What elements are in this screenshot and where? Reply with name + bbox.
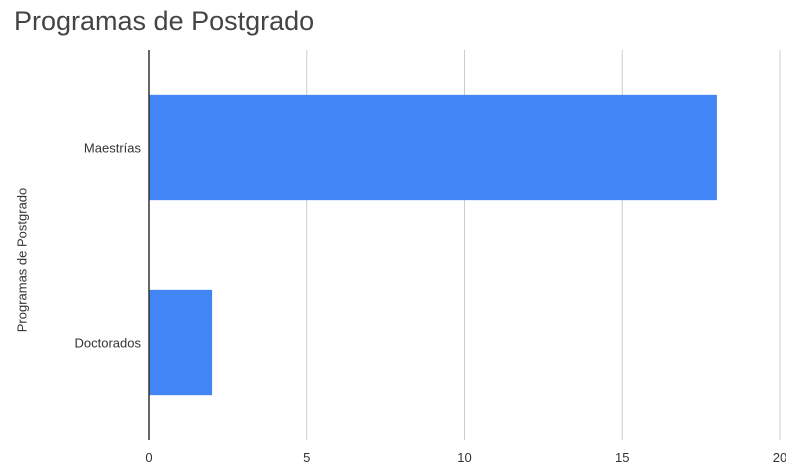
bar-doctorados xyxy=(149,289,213,396)
y-tick-label: Maestrías xyxy=(84,141,142,156)
bars xyxy=(149,94,717,396)
bar-maestrias xyxy=(149,94,717,201)
x-tick-label: 5 xyxy=(303,450,310,465)
y-tick-label: Doctorados xyxy=(75,336,142,351)
axis-labels: 0 5 10 15 20 Maestrías Doctorados xyxy=(75,141,786,466)
x-tick-label: 15 xyxy=(615,450,629,465)
x-tick-label: 10 xyxy=(457,450,471,465)
x-tick-label: 0 xyxy=(145,450,152,465)
chart-title: Programas de Postgrado xyxy=(14,6,315,36)
x-tick-label: 20 xyxy=(773,450,786,465)
